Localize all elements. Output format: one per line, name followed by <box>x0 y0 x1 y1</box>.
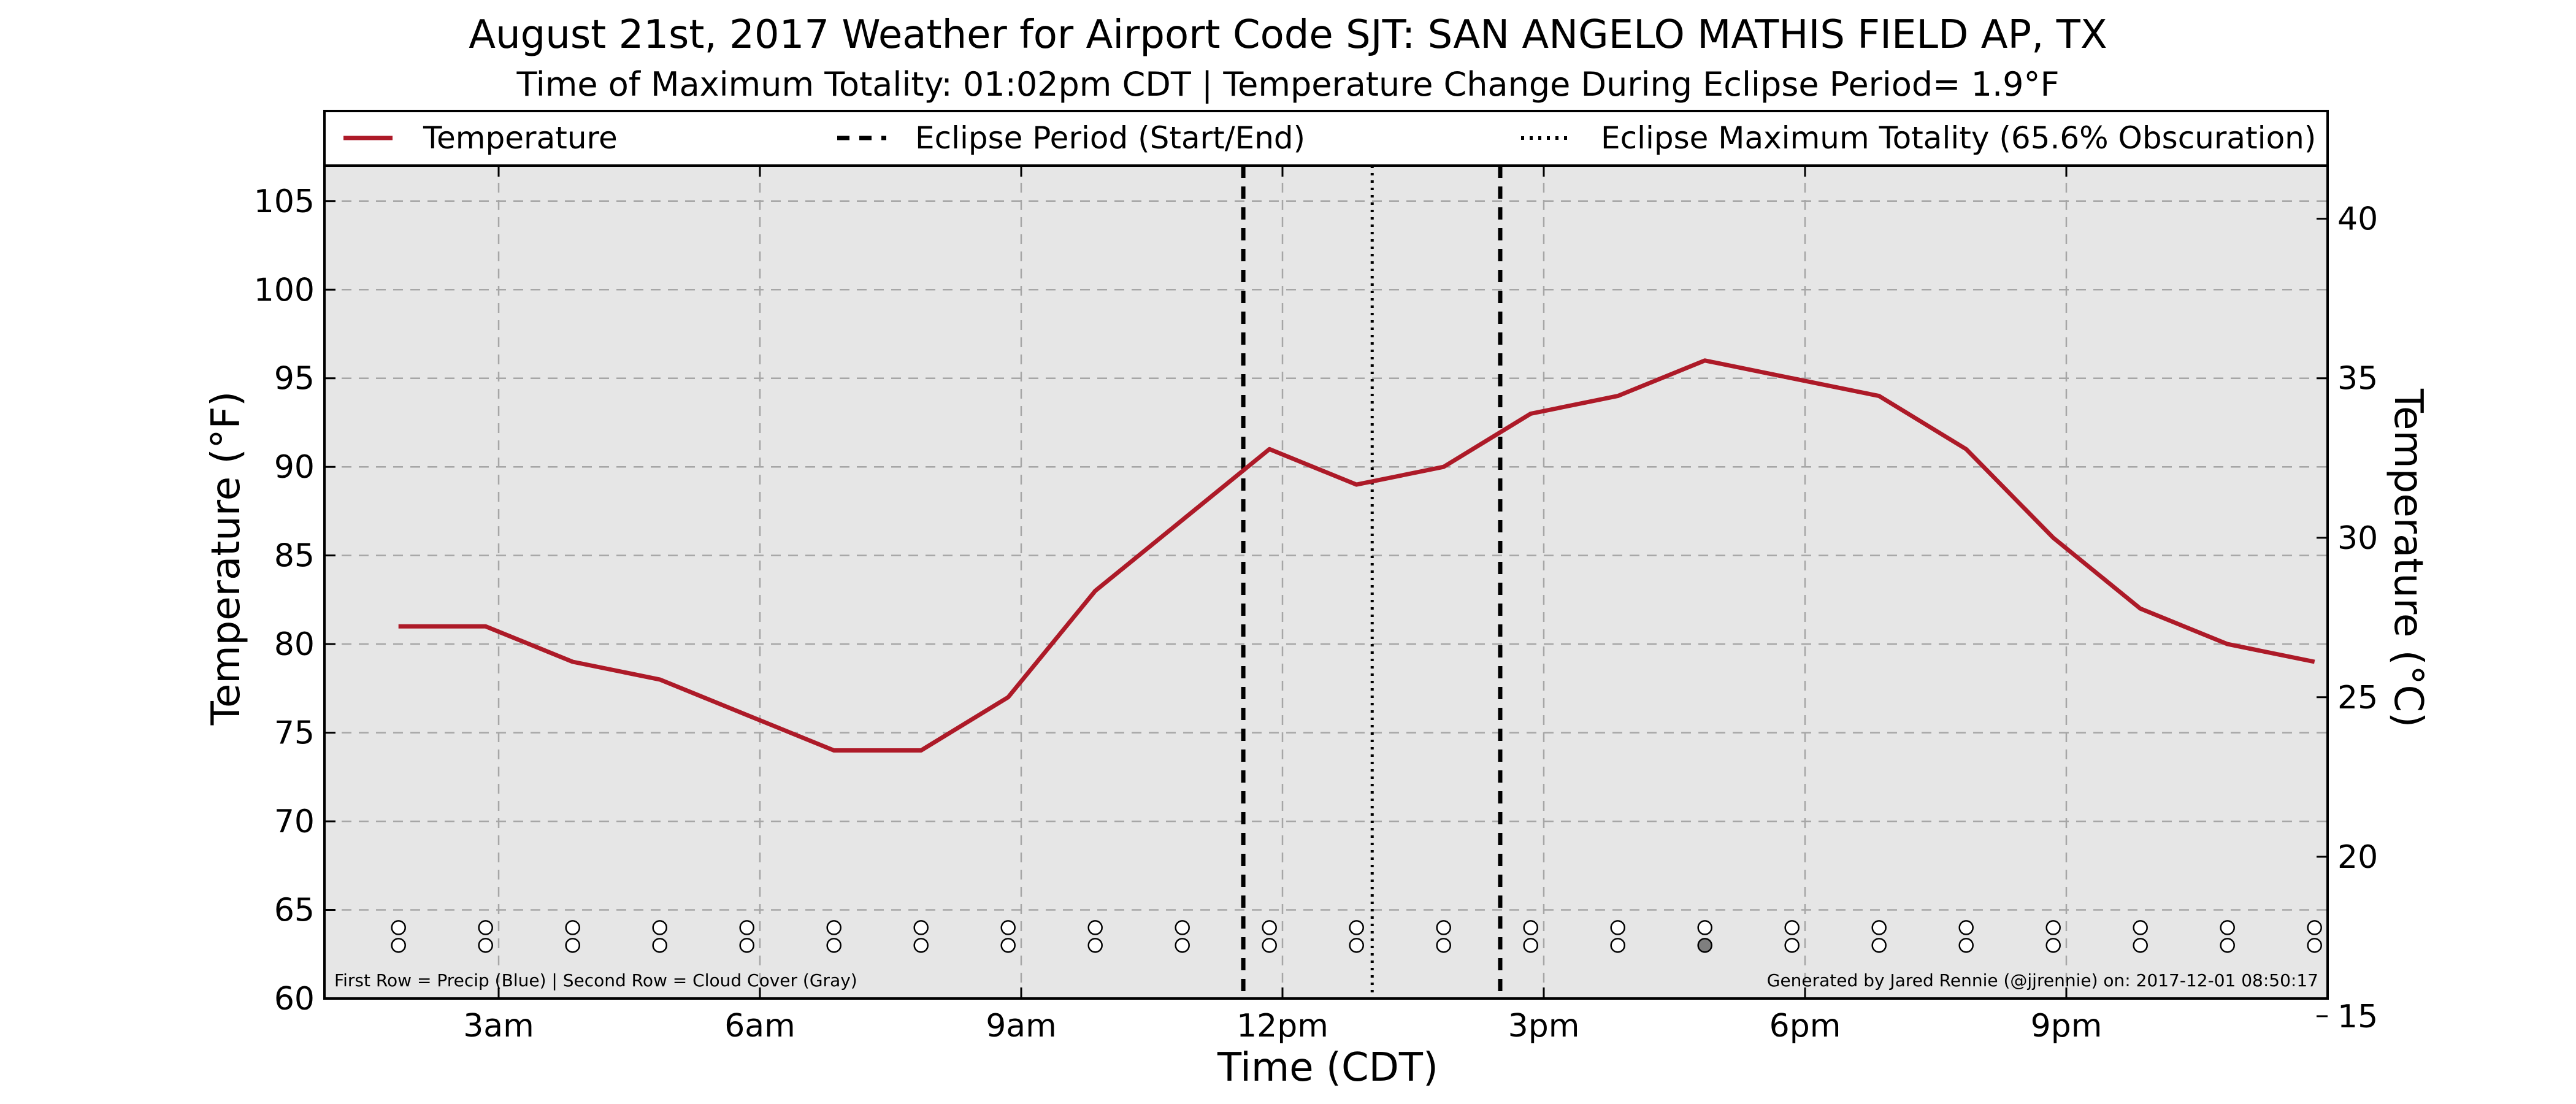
grid-lines <box>324 166 2328 999</box>
eclipse-lines <box>1241 166 1503 999</box>
precip-marker <box>1087 920 1103 935</box>
x-tick-label: 9am <box>986 1008 1057 1045</box>
y-tick-label-right: 35 <box>2337 361 2378 397</box>
cloud-cover-marker <box>1697 938 1712 953</box>
y-axis-label-right: Temperature (°C) <box>2385 388 2431 727</box>
x-tick-label: 6pm <box>1769 1008 1841 1045</box>
x-axis-label: Time (CDT) <box>1217 1045 1438 1091</box>
precip-cloud-markers <box>391 920 2322 953</box>
precip-marker <box>826 920 841 935</box>
precip-marker <box>1262 920 1277 935</box>
y-tick-label-left: 65 <box>274 892 315 929</box>
cloud-cover-marker <box>913 938 929 953</box>
precip-marker <box>1871 920 1887 935</box>
y-tick-label-left: 90 <box>274 449 315 486</box>
precip-marker <box>739 920 754 935</box>
cloud-cover-marker <box>1436 938 1451 953</box>
y-tick-label-right: 20 <box>2337 839 2378 876</box>
footnote-right: Generated by Jared Rennie (@jjrennie) on… <box>1767 970 2318 991</box>
precip-marker <box>652 920 667 935</box>
precip-marker <box>1523 920 1538 935</box>
y-tick-label-left: 105 <box>254 183 315 220</box>
cloud-cover-marker <box>2307 938 2322 953</box>
x-tick-label: 3am <box>463 1008 534 1045</box>
footnote-left: First Row = Precip (Blue) | Second Row =… <box>334 970 857 991</box>
y-tick-label-right: 40 <box>2337 201 2378 238</box>
x-tick-label: 9pm <box>2031 1008 2103 1045</box>
legend-box <box>323 110 2329 167</box>
y-tick-label-left: 75 <box>274 715 315 752</box>
legend-max-totality-label: Eclipse Maximum Totality (65.6% Obscurat… <box>1601 120 2316 156</box>
cloud-cover-marker <box>739 938 754 953</box>
precip-marker <box>2133 920 2148 935</box>
cloud-cover-marker <box>1871 938 1887 953</box>
y-tick-label-right: 30 <box>2337 520 2378 557</box>
legend-eclipse-period-label: Eclipse Period (Start/End) <box>915 120 1305 156</box>
precip-marker <box>1175 920 1190 935</box>
y-tick-label-left: 70 <box>274 803 315 840</box>
precip-marker <box>1000 920 1016 935</box>
cloud-cover-marker <box>1784 938 1800 953</box>
cloud-cover-marker <box>391 938 406 953</box>
plot-area <box>324 166 2328 999</box>
precip-marker <box>565 920 580 935</box>
precip-marker <box>1697 920 1712 935</box>
precip-marker <box>1610 920 1625 935</box>
y-tick-label-left: 80 <box>274 626 315 663</box>
precip-marker <box>1436 920 1451 935</box>
cloud-cover-marker <box>1000 938 1016 953</box>
cloud-cover-marker <box>1349 938 1364 953</box>
precip-marker <box>913 920 929 935</box>
x-tick-label: 6am <box>724 1008 795 1045</box>
cloud-cover-marker <box>2220 938 2235 953</box>
y-tick-label-left: 60 <box>274 981 315 1018</box>
precip-marker <box>391 920 406 935</box>
cloud-cover-marker <box>1523 938 1538 953</box>
precip-marker <box>1784 920 1800 935</box>
chart-subtitle: Time of Maximum Totality: 01:02pm CDT | … <box>516 65 2059 104</box>
temperature-series <box>398 358 2315 753</box>
legend-temperature-label: Temperature <box>423 120 618 156</box>
y-axis-label-left: Temperature (°F) <box>204 391 249 726</box>
precip-marker <box>2045 920 2061 935</box>
precip-marker <box>2220 920 2235 935</box>
cloud-cover-marker <box>1087 938 1103 953</box>
cloud-cover-marker <box>2133 938 2148 953</box>
cloud-cover-marker <box>1958 938 1974 953</box>
precip-marker <box>478 920 493 935</box>
chart-title: August 21st, 2017 Weather for Airport Co… <box>469 12 2107 58</box>
precip-marker <box>1958 920 1974 935</box>
axes: 60 65 70 75 80 85 90 95 100 105 15 20 25 30 35 40 3am 6am… <box>254 164 2378 1045</box>
y-tick-label-left: 100 <box>254 272 315 309</box>
precip-marker <box>1349 920 1364 935</box>
x-tick-label: 3pm <box>1508 1008 1580 1045</box>
cloud-cover-marker <box>826 938 841 953</box>
cloud-cover-marker <box>478 938 493 953</box>
y-tick-label-right: 15 <box>2337 999 2378 1035</box>
cloud-cover-marker <box>1175 938 1190 953</box>
temperature-line <box>398 358 2315 753</box>
cloud-cover-marker <box>652 938 667 953</box>
precip-marker <box>2307 920 2322 935</box>
cloud-cover-marker <box>1610 938 1625 953</box>
cloud-cover-marker <box>2045 938 2061 953</box>
legend: Temperature Eclipse Period (Start/End) E… <box>323 110 2329 167</box>
cloud-cover-marker <box>1262 938 1277 953</box>
y-tick-label-left: 95 <box>274 361 315 397</box>
y-tick-label-left: 85 <box>274 538 315 575</box>
y-tick-label-right: 25 <box>2337 680 2378 716</box>
x-tick-label: 12pm <box>1236 1008 1328 1045</box>
cloud-cover-marker <box>565 938 580 953</box>
